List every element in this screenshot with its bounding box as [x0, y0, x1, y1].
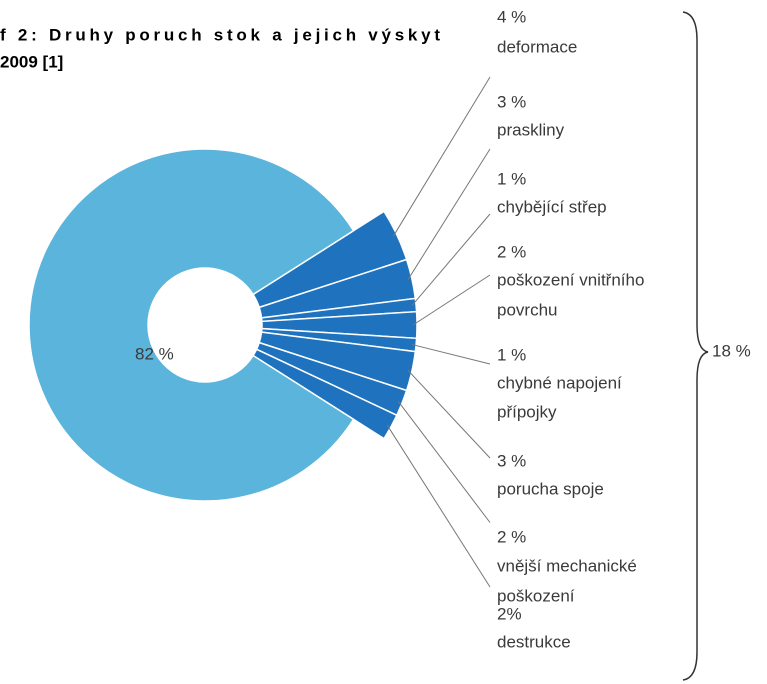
chart-title: f 2: Druhy poruch stok a jejich výskyt — [0, 25, 440, 44]
category-label: praskliny — [497, 120, 565, 139]
category-label: poškození vnitřního — [497, 270, 644, 289]
chart-title: 2009 [1] — [0, 52, 63, 71]
leader-line — [411, 213, 491, 306]
category-label: deformace — [497, 37, 577, 56]
leader-line — [397, 401, 491, 523]
category-label: chybějící střep — [497, 197, 607, 216]
slice — [28, 148, 355, 502]
value-label: 4 % — [497, 7, 526, 26]
value-label: 2 % — [497, 527, 526, 546]
leader-line — [386, 424, 491, 588]
value-label: 1 % — [497, 169, 526, 188]
category-label: chybné napojení — [497, 373, 622, 392]
value-label: 82 % — [135, 344, 174, 363]
category-label: přípojky — [497, 402, 557, 421]
value-label: 3 % — [497, 92, 526, 111]
value-label: 3 % — [497, 451, 526, 470]
leader-line — [392, 76, 491, 237]
category-label: vnější mechanické — [497, 556, 637, 575]
leader-line — [407, 370, 491, 459]
leader-line — [407, 148, 491, 280]
category-label: poškození — [497, 586, 575, 605]
category-label: povrchu — [497, 300, 557, 319]
bracket — [682, 11, 709, 681]
value-label: 1 % — [497, 345, 526, 364]
value-label: 2% — [497, 604, 522, 623]
bracket-label: 18 % — [712, 341, 751, 360]
leader-line — [411, 344, 491, 365]
category-label: porucha spoje — [497, 479, 604, 498]
value-label: 2 % — [497, 242, 526, 261]
leader-line — [412, 274, 491, 326]
category-label: destrukce — [497, 632, 571, 651]
